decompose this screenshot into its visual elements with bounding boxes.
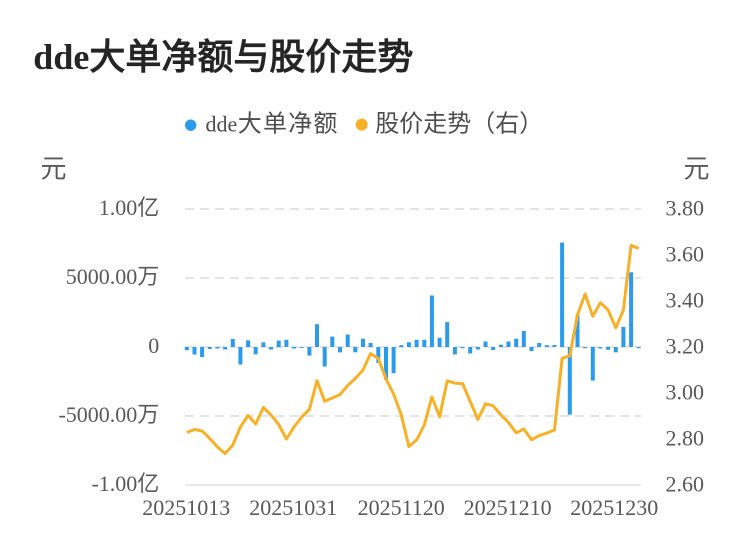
svg-text:dde: dde <box>206 112 238 137</box>
svg-text:20251230: 20251230 <box>570 495 658 520</box>
svg-text:-1.00亿: -1.00亿 <box>91 471 159 496</box>
svg-text:20251120: 20251120 <box>358 495 445 520</box>
svg-text:3.20: 3.20 <box>666 333 705 358</box>
svg-text:大单净额: 大单净额 <box>238 111 339 138</box>
svg-text:2.80: 2.80 <box>666 425 705 450</box>
svg-text:股价走势（右）: 股价走势（右） <box>375 111 543 138</box>
svg-text:元: 元 <box>41 155 67 184</box>
svg-text:20251013: 20251013 <box>142 495 230 520</box>
svg-text:20251031: 20251031 <box>249 495 337 520</box>
svg-text:dde大单净额与股价走势: dde大单净额与股价走势 <box>33 37 413 77</box>
svg-text:2.60: 2.60 <box>666 471 705 496</box>
svg-text:-5000.00万: -5000.00万 <box>58 402 159 427</box>
svg-text:3.40: 3.40 <box>666 287 705 312</box>
svg-text:3.80: 3.80 <box>666 195 705 220</box>
svg-text:3.00: 3.00 <box>666 379 705 404</box>
svg-text:3.60: 3.60 <box>666 241 705 266</box>
svg-text:0: 0 <box>148 333 159 358</box>
svg-text:20251210: 20251210 <box>464 495 552 520</box>
svg-text:元: 元 <box>684 155 710 184</box>
svg-text:5000.00万: 5000.00万 <box>66 264 160 289</box>
svg-text:1.00亿: 1.00亿 <box>99 195 160 220</box>
